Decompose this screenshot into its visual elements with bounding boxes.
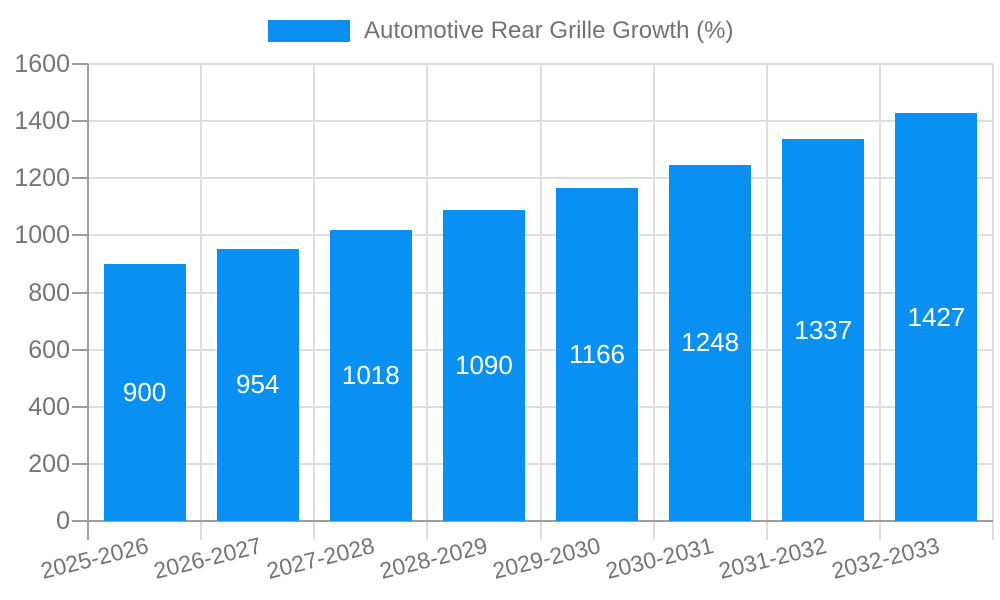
y-tick-label: 1200 <box>14 164 70 193</box>
y-tick-label: 1600 <box>14 50 70 78</box>
legend: Automotive Rear Grille Growth (%) <box>268 17 734 44</box>
x-gridline <box>426 64 429 540</box>
x-gridline <box>992 64 994 540</box>
bar: 1248 <box>669 164 752 521</box>
y-tick-mark <box>72 291 88 294</box>
bar: 1427 <box>895 113 978 521</box>
x-gridline <box>200 64 203 540</box>
x-tick-label: 2028-2029 <box>376 532 490 584</box>
x-gridline <box>539 64 542 540</box>
x-tick-label: 2027-2028 <box>263 532 377 584</box>
y-tick-mark <box>72 462 88 465</box>
legend-swatch <box>268 20 350 42</box>
y-tick-mark <box>72 63 88 65</box>
y-tick-label: 400 <box>28 392 70 421</box>
bar-value-label: 1166 <box>569 338 626 369</box>
bar-value-label: 1427 <box>907 301 966 332</box>
bar: 1337 <box>782 139 865 521</box>
y-tick-label: 200 <box>28 449 70 478</box>
bar: 900 <box>103 263 186 521</box>
bar-value-label: 900 <box>122 376 167 407</box>
y-tick-label: 1000 <box>14 221 70 250</box>
x-gridline <box>878 64 881 540</box>
y-axis-line <box>87 64 89 540</box>
bar-value-label: 1090 <box>455 349 513 380</box>
bar-value-label: 954 <box>235 369 280 400</box>
bar-value-label: 1337 <box>794 314 853 345</box>
x-tick-label: 2029-2030 <box>490 532 604 584</box>
x-gridline <box>313 64 316 540</box>
legend-label: Automotive Rear Grille Growth (%) <box>364 17 734 44</box>
bar: 1090 <box>442 209 525 521</box>
y-tick-label: 0 <box>56 507 70 535</box>
bar: 1018 <box>329 230 412 521</box>
y-tick-mark <box>72 405 88 408</box>
x-gridline <box>765 64 768 540</box>
x-tick-label: 2026-2027 <box>150 532 264 584</box>
x-tick-label: 2025-2026 <box>37 532 151 584</box>
x-tick-label: 2031-2032 <box>716 532 830 584</box>
bar: 954 <box>216 248 299 521</box>
bar: 1166 <box>556 187 639 521</box>
y-tick-label: 800 <box>28 278 70 307</box>
x-gridline <box>652 64 655 540</box>
y-tick-mark <box>72 348 88 351</box>
x-tick-label: 2032-2033 <box>829 532 943 584</box>
y-tick-mark <box>72 120 88 123</box>
x-axis-line <box>72 520 993 522</box>
y-tick-mark <box>72 234 88 237</box>
bar-value-label: 1248 <box>681 327 740 358</box>
x-tick-label: 2030-2031 <box>603 532 717 584</box>
y-tick-label: 1400 <box>14 107 70 136</box>
bar-value-label: 1018 <box>341 360 400 391</box>
y-tick-label: 600 <box>28 335 70 364</box>
y-tick-mark <box>72 177 88 180</box>
